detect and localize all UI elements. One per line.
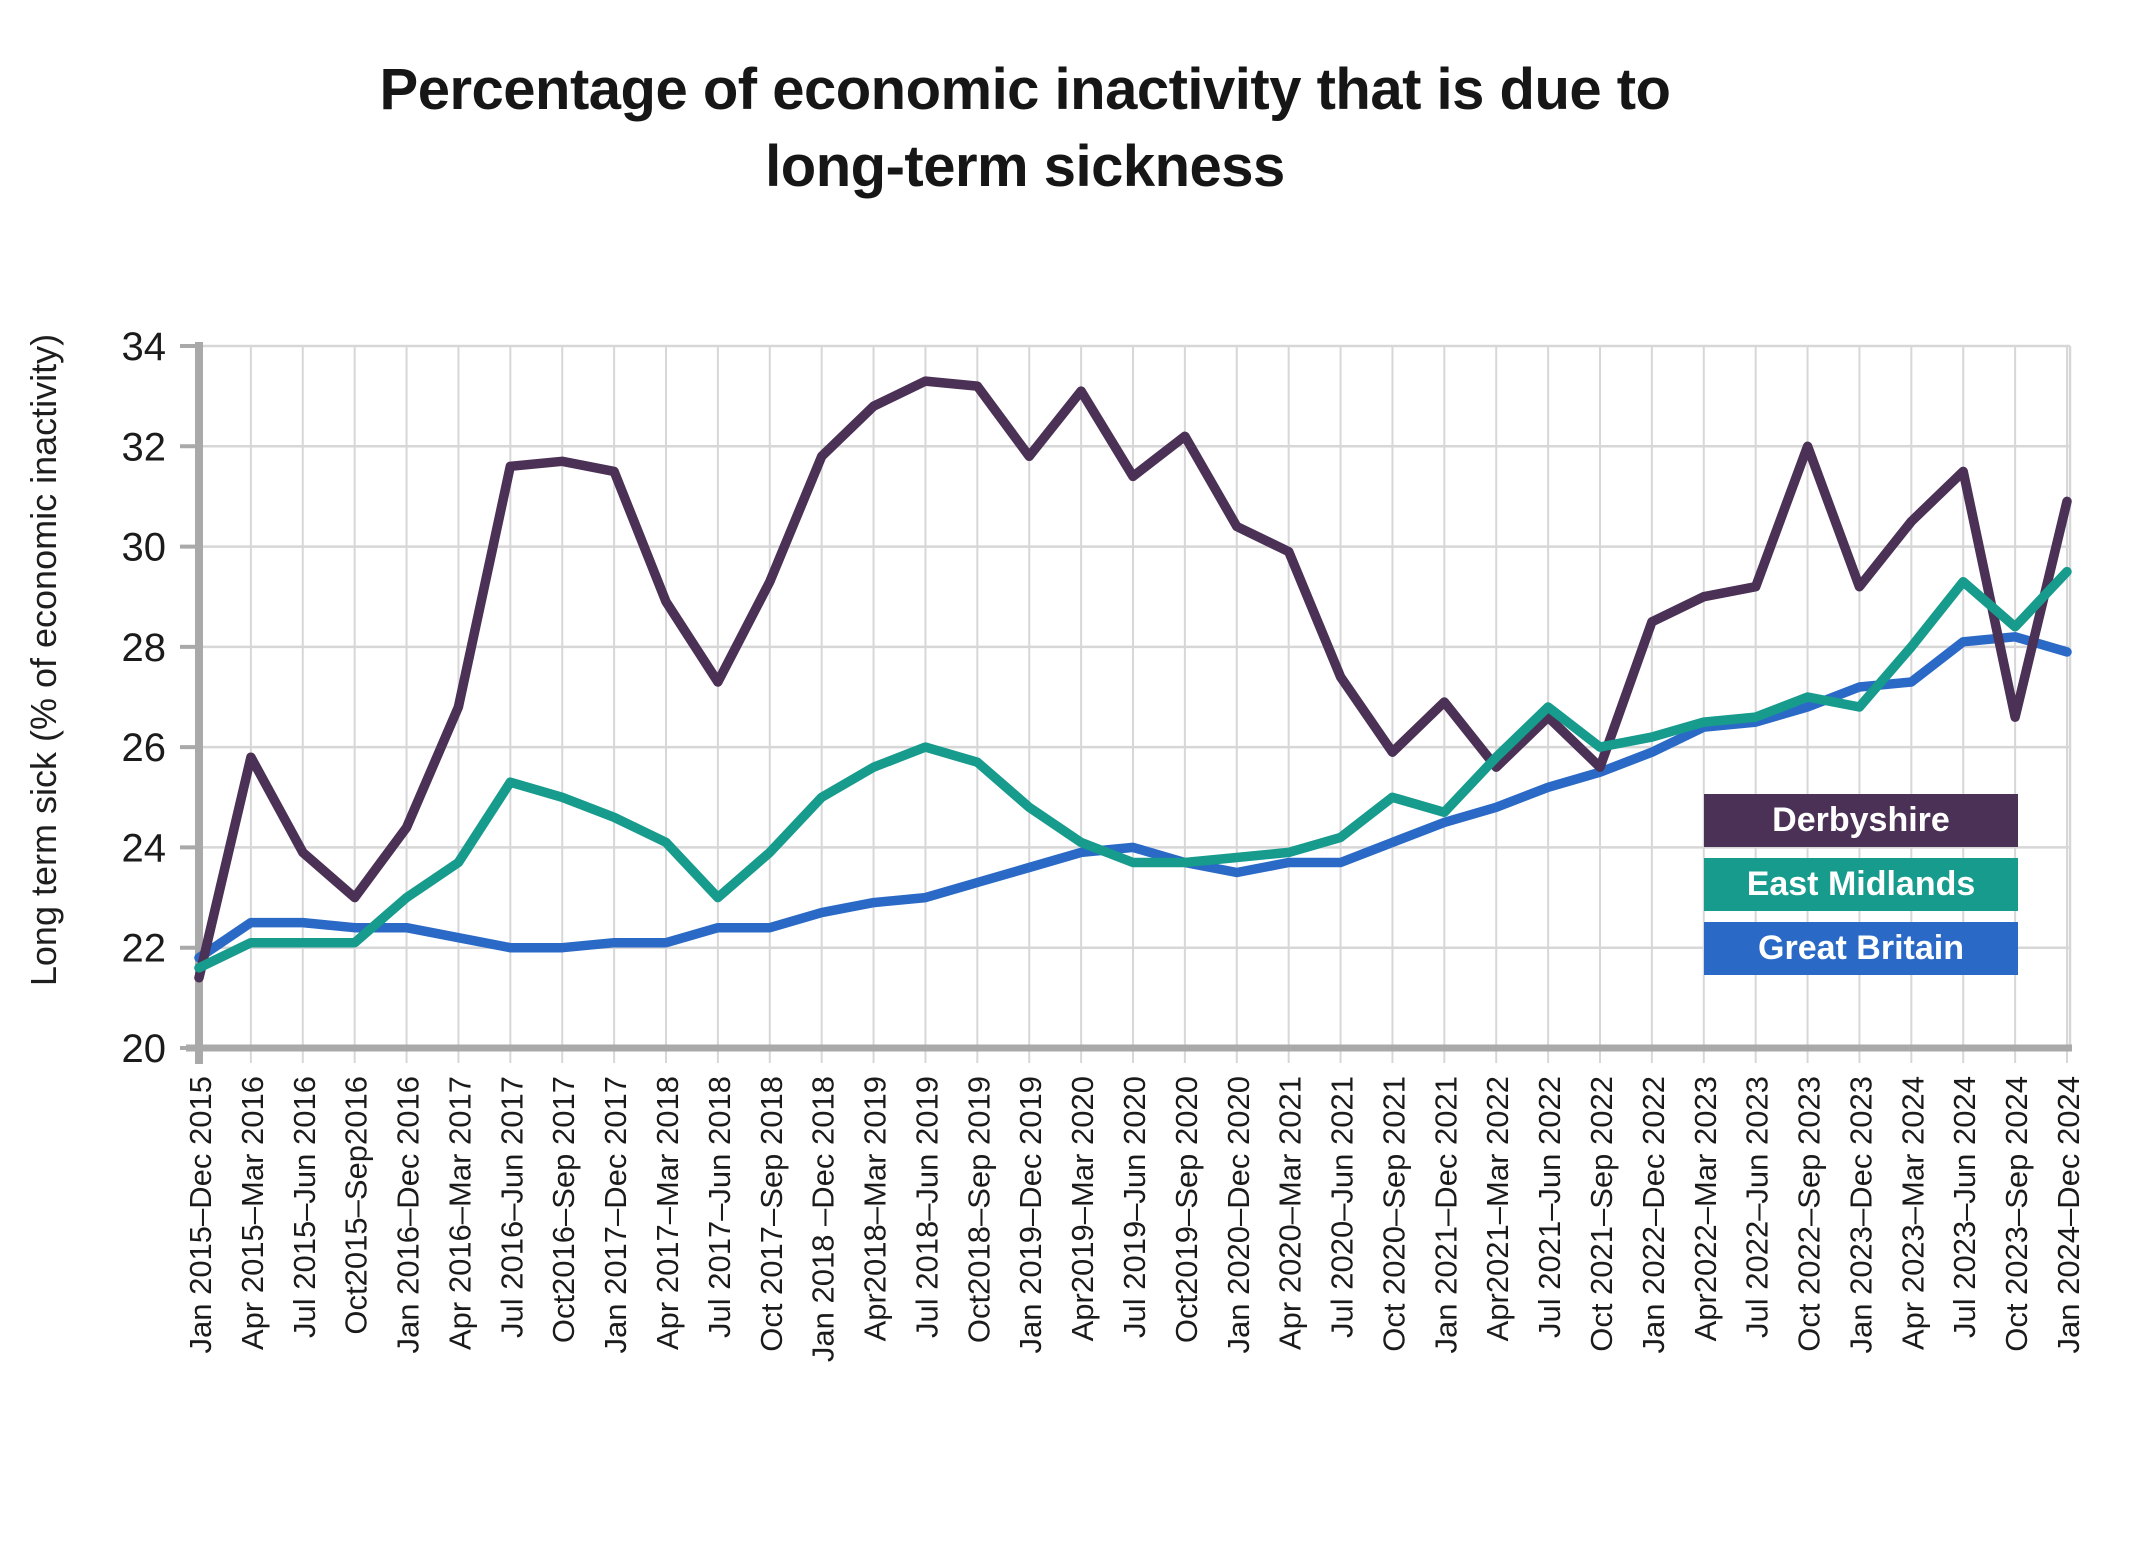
east-midlands-line (194, 566, 2072, 973)
x-tick-label: Jul 2020–Jun 2021 (1325, 1076, 1360, 1338)
x-tick-label: Apr 2017–Mar 2018 (650, 1076, 685, 1350)
x-tick-label: Jul 2015–Jun 2016 (287, 1076, 322, 1338)
y-tick-label: 34 (122, 325, 167, 369)
x-tick-label: Apr2018–Mar 2019 (858, 1076, 893, 1341)
legend: Derbyshire East Midlands Great Britain (1704, 794, 2018, 975)
axes (186, 342, 2072, 1064)
x-tick-label: Jan 2021–Dec 2021 (1428, 1076, 1463, 1354)
x-tick-label: Oct 2017–Sep 2018 (754, 1076, 789, 1352)
great-britain-line (194, 632, 2072, 963)
x-tick-label: Jul 2016–Jun 2017 (494, 1076, 529, 1338)
x-tick-label: Jan 2020–Dec 2020 (1221, 1076, 1256, 1354)
x-tick-label: Jan 2018 –Dec 2018 (806, 1076, 841, 1362)
x-tick-label: Jan 2022–Dec 2022 (1636, 1076, 1671, 1354)
y-tick-label: 22 (122, 927, 167, 971)
y-tick-label: 32 (122, 425, 167, 469)
x-tick-label: Jul 2019–Jun 2020 (1117, 1076, 1152, 1338)
derbyshire-line (194, 376, 2072, 983)
x-tick-label: Jan 2024–Dec 2024 (2051, 1076, 2086, 1354)
x-tick-label: Jul 2021–Jun 2022 (1532, 1076, 1567, 1338)
chart-title-line-2: long-term sickness (765, 133, 1285, 199)
x-tick-label: Jul 2023–Jun 2024 (1947, 1076, 1982, 1338)
x-tick-label: Oct2015–Sep2016 (339, 1076, 374, 1335)
legend-item-east-midlands: East Midlands (1704, 858, 2018, 911)
x-tick-label: Apr2019–Mar 2020 (1065, 1076, 1100, 1341)
x-tick-label: Jan 2016–Dec 2016 (391, 1076, 426, 1354)
x-tick-label: Apr 2023–Mar 2024 (1895, 1076, 1930, 1350)
x-tick-label: Jan 2023–Dec 2023 (1843, 1076, 1878, 1354)
x-tick-label: Jul 2017–Jun 2018 (702, 1076, 737, 1338)
y-tick-label: 24 (122, 826, 167, 870)
x-tick-label: Jan 2017–Dec 2017 (598, 1076, 633, 1354)
x-tick-label: Apr2021–Mar 2022 (1480, 1076, 1515, 1341)
x-tick-label: Apr 2016–Mar 2017 (442, 1076, 477, 1350)
x-tick-label: Jul 2022–Jun 2023 (1740, 1076, 1775, 1338)
chart-title: Percentage of economic inactivity that i… (0, 52, 2050, 205)
y-tick-label: 28 (122, 626, 167, 670)
x-tick-label: Oct2016–Sep 2017 (546, 1076, 581, 1343)
legend-item-derbyshire: Derbyshire (1704, 794, 2018, 847)
chart-title-line-1: Percentage of economic inactivity that i… (379, 57, 1671, 122)
x-tick-label: Apr2022–Mar 2023 (1688, 1076, 1723, 1341)
x-tick-label: Jan 2019–Dec 2019 (1013, 1076, 1048, 1354)
x-tick-label: Jan 2015–Dec 2015 (183, 1076, 218, 1354)
y-tick-label: 26 (122, 726, 167, 770)
x-tick-label: Apr 2015–Mar 2016 (235, 1076, 270, 1350)
x-tick-label: Apr 2020–Mar 2021 (1273, 1076, 1308, 1350)
tick-labels: 20 22 24 26 28 30 32 34 Jan 2015–Dec 2015 Apr 201… (122, 325, 2087, 1362)
x-tick-label: Oct2019–Sep 2020 (1169, 1076, 1204, 1343)
x-tick-label: Oct 2022–Sep 2023 (1792, 1076, 1827, 1352)
x-tick-label: Oct 2020–Sep 2021 (1376, 1076, 1411, 1352)
x-tick-label: Oct2018–Sep 2019 (961, 1076, 996, 1343)
y-tick-label: 20 (122, 1027, 167, 1071)
data-series (194, 376, 2072, 983)
y-tick-label: 30 (122, 526, 167, 570)
x-tick-label: Oct 2021–Sep 2022 (1584, 1076, 1619, 1352)
x-tick-label: Oct 2023–Sep 2024 (1999, 1076, 2034, 1352)
legend-item-great-britain: Great Britain (1704, 922, 2018, 975)
x-tick-label: Jul 2018–Jun 2019 (909, 1076, 944, 1338)
